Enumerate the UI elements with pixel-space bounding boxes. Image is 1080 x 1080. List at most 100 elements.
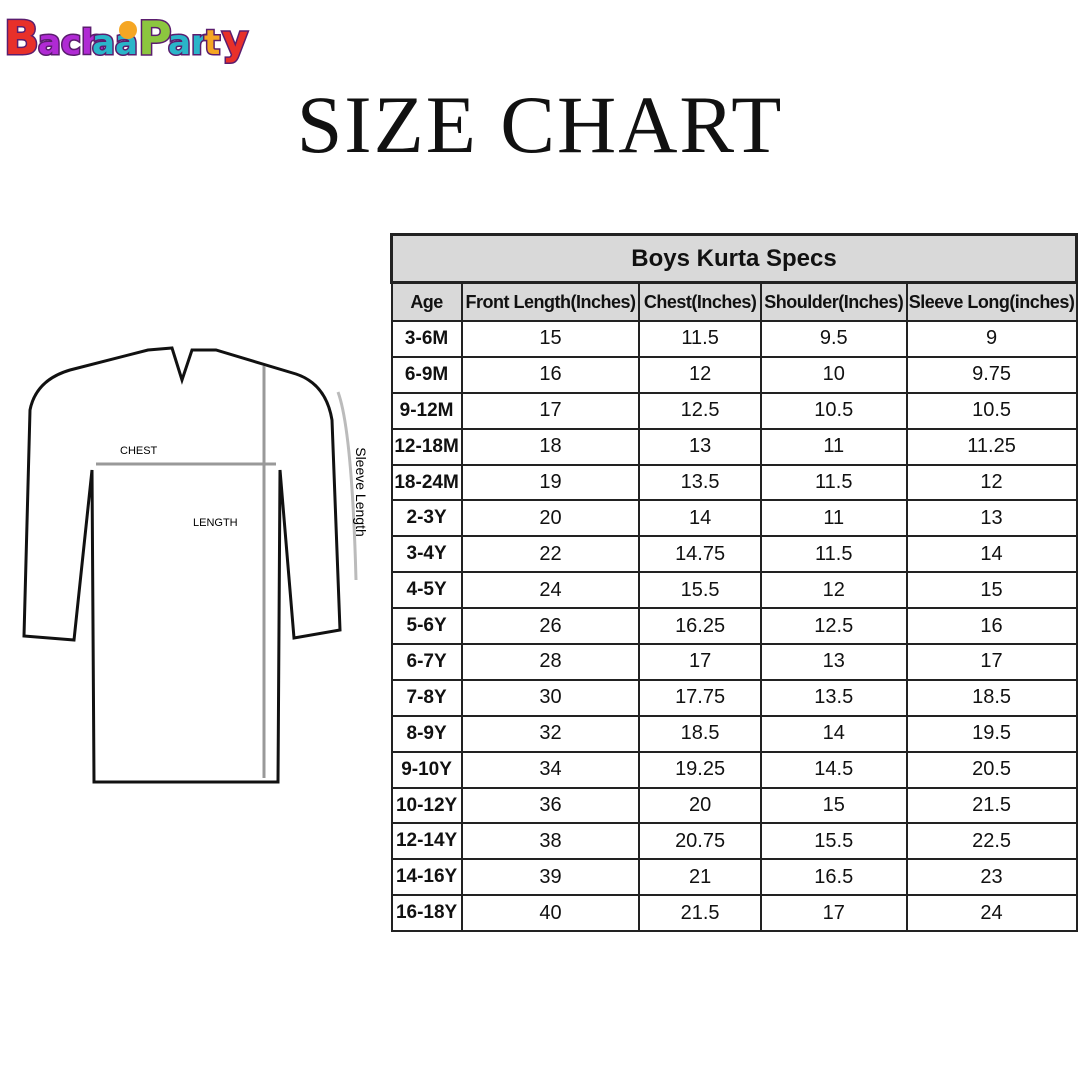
header-row: Age Front Length(Inches) Chest(Inches) S… — [390, 281, 1078, 322]
svg-text:P: P — [138, 11, 172, 65]
value-cell: 26 — [460, 607, 641, 646]
value-cell: 12.5 — [638, 391, 762, 430]
value-cell: 21.5 — [905, 786, 1078, 825]
age-cell: 6-7Y — [390, 643, 463, 681]
value-cell: 13.5 — [759, 678, 908, 717]
table-caption: Boys Kurta Specs — [390, 233, 1078, 284]
age-cell: 9-12M — [390, 391, 463, 430]
table-row: 12-14Y 38 20.75 15.5 22.5 — [390, 822, 1078, 861]
svg-text:ar: ar — [168, 23, 208, 63]
age-cell: 2-3Y — [390, 499, 463, 538]
age-cell: 12-14Y — [390, 822, 463, 861]
value-cell: 19.5 — [905, 714, 1078, 753]
age-cell: 5-6Y — [390, 607, 463, 646]
age-cell: 7-8Y — [390, 678, 463, 717]
value-cell: 11 — [759, 499, 908, 538]
col-header: Shoulder(Inches) — [759, 281, 908, 322]
col-header: Front Length(Inches) — [460, 281, 641, 322]
value-cell: 20 — [460, 499, 641, 538]
value-cell: 23 — [905, 858, 1078, 897]
value-cell: 17 — [759, 894, 908, 933]
value-cell: 14.75 — [638, 535, 762, 574]
value-cell: 24 — [905, 894, 1078, 933]
table-row: 2-3Y 20 14 11 13 — [390, 499, 1078, 538]
col-header: Chest(Inches) — [638, 281, 762, 322]
age-cell: 16-18Y — [390, 894, 463, 933]
value-cell: 30 — [460, 678, 641, 717]
kurta-diagram — [22, 346, 358, 784]
value-cell: 10.5 — [759, 391, 908, 430]
table-row: 3-4Y 22 14.75 11.5 14 — [390, 535, 1078, 574]
brand-logo: B ach aa P ar t y — [3, 10, 250, 67]
value-cell: 15 — [460, 320, 641, 358]
value-cell: 20.5 — [905, 750, 1078, 789]
age-cell: 14-16Y — [390, 858, 463, 897]
table-row: 5-6Y 26 16.25 12.5 16 — [390, 607, 1078, 646]
age-cell: 8-9Y — [390, 714, 463, 753]
value-cell: 14 — [759, 714, 908, 753]
value-cell: 22 — [460, 535, 641, 574]
age-cell: 10-12Y — [390, 786, 463, 825]
value-cell: 9.75 — [905, 355, 1078, 394]
age-cell: 18-24M — [390, 463, 463, 502]
value-cell: 17 — [460, 391, 641, 430]
table-row: 9-12M 17 12.5 10.5 10.5 — [390, 391, 1078, 430]
value-cell: 9 — [905, 320, 1078, 358]
value-cell: 13 — [759, 643, 908, 681]
value-cell: 28 — [460, 643, 641, 681]
table-row: 18-24M 19 13.5 11.5 12 — [390, 463, 1078, 502]
svg-text:t: t — [204, 23, 220, 63]
value-cell: 15 — [759, 786, 908, 825]
value-cell: 15.5 — [759, 822, 908, 861]
value-cell: 11 — [759, 427, 908, 466]
age-cell: 9-10Y — [390, 750, 463, 789]
col-header: Sleeve Long(inches) — [905, 281, 1078, 322]
table-row: 7-8Y 30 17.75 13.5 18.5 — [390, 678, 1078, 717]
age-cell: 3-6M — [390, 320, 463, 358]
age-cell: 6-9M — [390, 355, 463, 394]
value-cell: 14 — [638, 499, 762, 538]
sleeve-length-label: Sleeve Length — [352, 447, 369, 537]
value-cell: 9.5 — [759, 320, 908, 358]
value-cell: 21.5 — [638, 894, 762, 933]
value-cell: 36 — [460, 786, 641, 825]
table-row: 12-18M 18 13 11 11.25 — [390, 427, 1078, 466]
table-row: 4-5Y 24 15.5 12 15 — [390, 571, 1078, 610]
table-row: 9-10Y 34 19.25 14.5 20.5 — [390, 750, 1078, 789]
table-row: 14-16Y 39 21 16.5 23 — [390, 858, 1078, 897]
value-cell: 13 — [638, 427, 762, 466]
value-cell: 20.75 — [638, 822, 762, 861]
table-row: 16-18Y 40 21.5 17 24 — [390, 894, 1078, 933]
value-cell: 11.5 — [638, 320, 762, 358]
svg-text:B: B — [4, 11, 39, 65]
age-cell: 12-18M — [390, 427, 463, 466]
value-cell: 16.5 — [759, 858, 908, 897]
size-table: Boys Kurta Specs Age Front Length(Inches… — [390, 233, 1078, 933]
value-cell: 32 — [460, 714, 641, 753]
value-cell: 10 — [759, 355, 908, 394]
table-row: 6-9M 16 12 10 9.75 — [390, 355, 1078, 394]
table-row: 8-9Y 32 18.5 14 19.5 — [390, 714, 1078, 753]
value-cell: 12.5 — [759, 607, 908, 646]
value-cell: 18.5 — [638, 714, 762, 753]
value-cell: 13 — [905, 499, 1078, 538]
value-cell: 17 — [905, 643, 1078, 681]
value-cell: 40 — [460, 894, 641, 933]
value-cell: 11.25 — [905, 427, 1078, 466]
value-cell: 11.5 — [759, 463, 908, 502]
kurta-outline — [22, 346, 342, 784]
value-cell: 24 — [460, 571, 641, 610]
value-cell: 39 — [460, 858, 641, 897]
table-row: 6-7Y 28 17 13 17 — [390, 643, 1078, 681]
length-label: LENGTH — [193, 517, 238, 529]
table-row: 3-6M 15 11.5 9.5 9 — [390, 320, 1078, 358]
svg-text:y: y — [222, 18, 248, 64]
value-cell: 34 — [460, 750, 641, 789]
value-cell: 16 — [460, 355, 641, 394]
sleeve-measure-line — [336, 391, 358, 581]
value-cell: 16.25 — [638, 607, 762, 646]
value-cell: 16 — [905, 607, 1078, 646]
chest-label: CHEST — [120, 445, 158, 457]
age-cell: 3-4Y — [390, 535, 463, 574]
value-cell: 11.5 — [759, 535, 908, 574]
